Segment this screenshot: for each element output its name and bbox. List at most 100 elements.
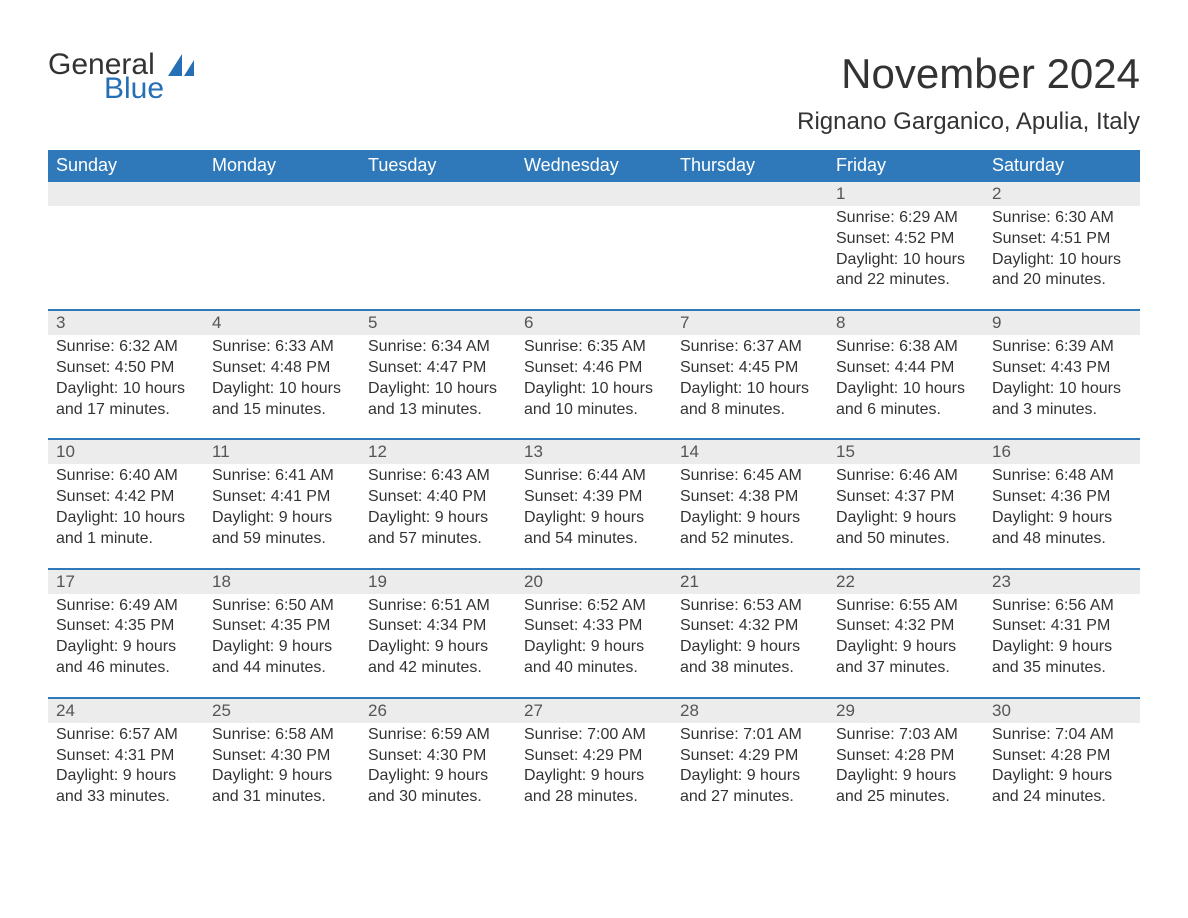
sunset-text: Sunset: 4:30 PM [368, 746, 508, 767]
day-body: Sunrise: 6:53 AMSunset: 4:32 PMDaylight:… [672, 594, 828, 697]
sunset-text: Sunset: 4:36 PM [992, 487, 1132, 508]
calendar: Sunday Monday Tuesday Wednesday Thursday… [48, 150, 1140, 826]
sunset-text: Sunset: 4:30 PM [212, 746, 352, 767]
daylight-text: Daylight: 10 hours and 20 minutes. [992, 250, 1132, 292]
day-body: Sunrise: 6:45 AMSunset: 4:38 PMDaylight:… [672, 464, 828, 567]
day-body: Sunrise: 6:50 AMSunset: 4:35 PMDaylight:… [204, 594, 360, 697]
daylight-text: Daylight: 9 hours and 27 minutes. [680, 766, 820, 808]
sunset-text: Sunset: 4:39 PM [524, 487, 664, 508]
sunrise-text: Sunrise: 6:56 AM [992, 596, 1132, 617]
day-cell: 9Sunrise: 6:39 AMSunset: 4:43 PMDaylight… [984, 309, 1140, 438]
day-cell: 4Sunrise: 6:33 AMSunset: 4:48 PMDaylight… [204, 309, 360, 438]
day-body: Sunrise: 6:46 AMSunset: 4:37 PMDaylight:… [828, 464, 984, 567]
sunrise-text: Sunrise: 6:34 AM [368, 337, 508, 358]
daylight-text: Daylight: 9 hours and 48 minutes. [992, 508, 1132, 550]
day-body: Sunrise: 6:49 AMSunset: 4:35 PMDaylight:… [48, 594, 204, 697]
day-number: 17 [48, 568, 204, 594]
day-cell: 11Sunrise: 6:41 AMSunset: 4:41 PMDayligh… [204, 438, 360, 567]
logo-text: General Blue [48, 50, 164, 104]
day-number: 9 [984, 309, 1140, 335]
day-number: 11 [204, 438, 360, 464]
sunset-text: Sunset: 4:42 PM [56, 487, 196, 508]
day-body: Sunrise: 6:38 AMSunset: 4:44 PMDaylight:… [828, 335, 984, 438]
day-number: 8 [828, 309, 984, 335]
day-body: Sunrise: 6:41 AMSunset: 4:41 PMDaylight:… [204, 464, 360, 567]
daylight-text: Daylight: 10 hours and 13 minutes. [368, 379, 508, 421]
day-body [360, 206, 516, 226]
day-number: 20 [516, 568, 672, 594]
sunrise-text: Sunrise: 6:40 AM [56, 466, 196, 487]
dayname-monday: Monday [204, 150, 360, 182]
day-number: 4 [204, 309, 360, 335]
day-cell: 27Sunrise: 7:00 AMSunset: 4:29 PMDayligh… [516, 697, 672, 826]
day-body: Sunrise: 6:57 AMSunset: 4:31 PMDaylight:… [48, 723, 204, 826]
day-body: Sunrise: 6:37 AMSunset: 4:45 PMDaylight:… [672, 335, 828, 438]
day-body: Sunrise: 6:59 AMSunset: 4:30 PMDaylight:… [360, 723, 516, 826]
sunset-text: Sunset: 4:43 PM [992, 358, 1132, 379]
sunrise-text: Sunrise: 6:45 AM [680, 466, 820, 487]
day-number: 7 [672, 309, 828, 335]
day-body: Sunrise: 6:51 AMSunset: 4:34 PMDaylight:… [360, 594, 516, 697]
day-body: Sunrise: 7:01 AMSunset: 4:29 PMDaylight:… [672, 723, 828, 826]
day-cell: 28Sunrise: 7:01 AMSunset: 4:29 PMDayligh… [672, 697, 828, 826]
sunrise-text: Sunrise: 6:29 AM [836, 208, 976, 229]
day-body: Sunrise: 6:55 AMSunset: 4:32 PMDaylight:… [828, 594, 984, 697]
sunrise-text: Sunrise: 6:30 AM [992, 208, 1132, 229]
sunset-text: Sunset: 4:28 PM [836, 746, 976, 767]
sunset-text: Sunset: 4:37 PM [836, 487, 976, 508]
dayname-friday: Friday [828, 150, 984, 182]
sunset-text: Sunset: 4:41 PM [212, 487, 352, 508]
day-cell: 8Sunrise: 6:38 AMSunset: 4:44 PMDaylight… [828, 309, 984, 438]
sunrise-text: Sunrise: 6:50 AM [212, 596, 352, 617]
sunrise-text: Sunrise: 6:38 AM [836, 337, 976, 358]
day-cell: 26Sunrise: 6:59 AMSunset: 4:30 PMDayligh… [360, 697, 516, 826]
sunrise-text: Sunrise: 6:49 AM [56, 596, 196, 617]
daylight-text: Daylight: 9 hours and 37 minutes. [836, 637, 976, 679]
sunrise-text: Sunrise: 6:35 AM [524, 337, 664, 358]
daylight-text: Daylight: 10 hours and 15 minutes. [212, 379, 352, 421]
day-body: Sunrise: 6:39 AMSunset: 4:43 PMDaylight:… [984, 335, 1140, 438]
logo-word2: Blue [104, 74, 164, 104]
day-body [48, 206, 204, 226]
sunset-text: Sunset: 4:45 PM [680, 358, 820, 379]
day-number: 2 [984, 182, 1140, 206]
sunset-text: Sunset: 4:44 PM [836, 358, 976, 379]
day-number: 15 [828, 438, 984, 464]
weeks-container: 1Sunrise: 6:29 AMSunset: 4:52 PMDaylight… [48, 182, 1140, 826]
sunset-text: Sunset: 4:48 PM [212, 358, 352, 379]
sunrise-text: Sunrise: 6:39 AM [992, 337, 1132, 358]
daylight-text: Daylight: 9 hours and 54 minutes. [524, 508, 664, 550]
day-number: 24 [48, 697, 204, 723]
day-cell: 5Sunrise: 6:34 AMSunset: 4:47 PMDaylight… [360, 309, 516, 438]
sunset-text: Sunset: 4:31 PM [56, 746, 196, 767]
day-cell: 14Sunrise: 6:45 AMSunset: 4:38 PMDayligh… [672, 438, 828, 567]
sunrise-text: Sunrise: 6:51 AM [368, 596, 508, 617]
day-cell: 17Sunrise: 6:49 AMSunset: 4:35 PMDayligh… [48, 568, 204, 697]
day-body [672, 206, 828, 226]
sunrise-text: Sunrise: 6:48 AM [992, 466, 1132, 487]
day-cell [204, 182, 360, 309]
day-cell: 10Sunrise: 6:40 AMSunset: 4:42 PMDayligh… [48, 438, 204, 567]
sunset-text: Sunset: 4:31 PM [992, 616, 1132, 637]
day-number: 27 [516, 697, 672, 723]
sunrise-text: Sunrise: 6:57 AM [56, 725, 196, 746]
sunset-text: Sunset: 4:32 PM [680, 616, 820, 637]
daylight-text: Daylight: 10 hours and 1 minute. [56, 508, 196, 550]
dayname-tuesday: Tuesday [360, 150, 516, 182]
day-cell: 19Sunrise: 6:51 AMSunset: 4:34 PMDayligh… [360, 568, 516, 697]
location: Rignano Garganico, Apulia, Italy [797, 108, 1140, 136]
sunrise-text: Sunrise: 7:04 AM [992, 725, 1132, 746]
day-cell: 13Sunrise: 6:44 AMSunset: 4:39 PMDayligh… [516, 438, 672, 567]
sunset-text: Sunset: 4:46 PM [524, 358, 664, 379]
day-cell: 23Sunrise: 6:56 AMSunset: 4:31 PMDayligh… [984, 568, 1140, 697]
daylight-text: Daylight: 10 hours and 22 minutes. [836, 250, 976, 292]
daylight-text: Daylight: 9 hours and 50 minutes. [836, 508, 976, 550]
day-body [516, 206, 672, 226]
sunset-text: Sunset: 4:28 PM [992, 746, 1132, 767]
day-number: 19 [360, 568, 516, 594]
day-number: 30 [984, 697, 1140, 723]
sunset-text: Sunset: 4:38 PM [680, 487, 820, 508]
day-number: 25 [204, 697, 360, 723]
day-cell: 30Sunrise: 7:04 AMSunset: 4:28 PMDayligh… [984, 697, 1140, 826]
sunrise-text: Sunrise: 6:46 AM [836, 466, 976, 487]
